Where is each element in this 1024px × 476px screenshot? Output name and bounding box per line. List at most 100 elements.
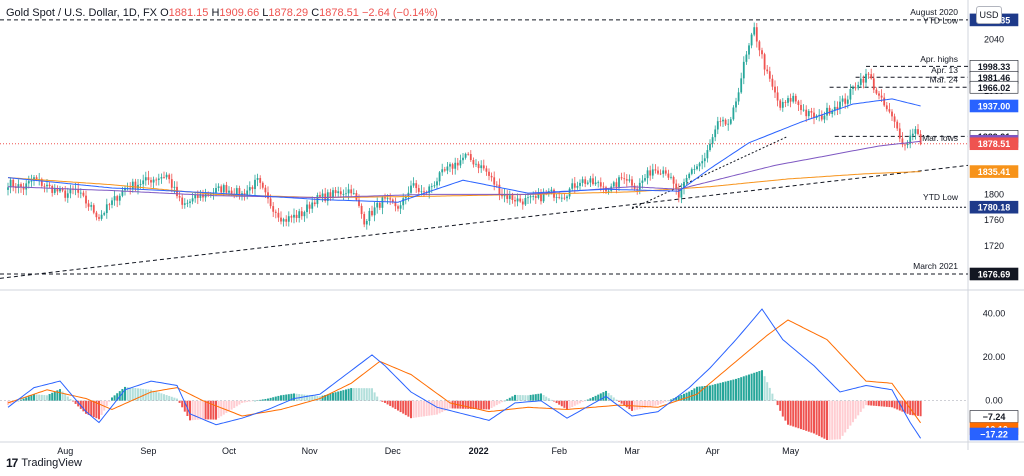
tradingview-branding[interactable]: 17 TradingView — [6, 456, 82, 470]
macd-histogram-bar — [108, 400, 111, 402]
macd-histogram-bar — [511, 396, 514, 401]
time-tick-label: Sep — [140, 446, 156, 456]
high-value: 1909.66 — [219, 7, 260, 19]
macd-histogram-bar — [542, 395, 545, 401]
macd-histogram-bar — [883, 400, 886, 407]
macd-histogram-bar — [290, 393, 293, 401]
candle — [64, 190, 67, 198]
macd-histogram-bar — [846, 400, 849, 430]
candle — [748, 45, 750, 55]
candle — [56, 188, 59, 192]
candle — [878, 93, 880, 96]
macd-histogram-bar — [397, 400, 399, 411]
macd-histogram-bar — [303, 394, 306, 401]
macd-histogram-bar — [805, 400, 808, 431]
candle — [363, 214, 366, 225]
macd-histogram-bar — [862, 400, 865, 409]
macd-histogram-bar — [25, 397, 28, 401]
price-label: 1937.00 — [978, 101, 1011, 111]
macd-histogram-bar — [72, 400, 74, 402]
macd-histogram-bar — [425, 400, 428, 416]
macd-histogram-bar — [813, 400, 815, 434]
macd-histogram-bar — [501, 400, 503, 403]
macd-histogram-bar — [857, 400, 860, 416]
candle — [472, 159, 475, 165]
candle — [732, 107, 735, 120]
macd-histogram-bar — [527, 395, 529, 401]
macd-histogram-bar — [69, 398, 72, 401]
macd-histogram-bar — [581, 400, 584, 403]
macd-histogram-bar — [428, 400, 431, 416]
macd-histogram-bar — [30, 395, 33, 401]
macd-histogram-bar — [399, 400, 402, 413]
macd-histogram-bar — [46, 395, 48, 401]
candle — [428, 186, 431, 193]
macd-histogram-bar — [568, 400, 571, 409]
candle — [688, 173, 691, 179]
candle — [261, 182, 264, 188]
macd-histogram-bar — [337, 391, 340, 401]
macd-histogram-bar — [774, 399, 776, 401]
candle — [417, 188, 420, 192]
macd-histogram-bar — [680, 394, 683, 401]
macd-histogram-bar — [636, 400, 639, 410]
candle — [527, 197, 529, 199]
macd-histogram-bar — [131, 387, 134, 401]
candle — [711, 137, 714, 144]
macd-histogram-bar — [693, 388, 696, 401]
high-label: H — [211, 7, 220, 19]
candle — [108, 204, 111, 206]
macd-histogram-bar — [891, 400, 893, 408]
candle — [685, 178, 688, 182]
candle — [59, 188, 61, 192]
candle — [69, 188, 72, 194]
candle — [420, 191, 423, 193]
macd-histogram-bar — [12, 400, 15, 403]
candle — [389, 198, 392, 200]
macd-histogram-bar — [451, 400, 454, 409]
macd-histogram-bar — [74, 400, 77, 404]
candle — [321, 193, 324, 197]
macd-histogram-bar — [199, 400, 202, 420]
macd-histogram-bar — [792, 400, 795, 427]
macd-histogram-bar — [750, 373, 753, 401]
macd-histogram-bar — [355, 388, 358, 401]
candle — [342, 193, 345, 195]
candle — [792, 95, 795, 102]
macd-histogram-bar — [87, 400, 90, 415]
candle — [111, 200, 113, 205]
candle — [560, 197, 563, 199]
candle — [92, 205, 95, 213]
candle — [482, 165, 485, 169]
currency-badge[interactable]: USD — [976, 6, 1002, 24]
candle — [100, 214, 103, 219]
time-tick-label: May — [782, 446, 800, 456]
macd-histogram-bar — [490, 400, 493, 408]
macd-histogram-bar — [906, 400, 909, 414]
macd-histogram-bar — [714, 384, 717, 401]
macd-histogram-bar — [514, 394, 516, 401]
macd-histogram-bar — [787, 400, 789, 425]
candle — [397, 206, 399, 209]
candle — [833, 106, 836, 111]
macd-histogram-bar — [378, 400, 381, 402]
candle — [7, 187, 9, 190]
candle — [742, 61, 745, 79]
macd-histogram-bar — [38, 394, 41, 401]
candle — [797, 101, 800, 105]
candle — [352, 193, 355, 194]
macd-histogram-bar — [82, 400, 85, 412]
macd-histogram-bar — [776, 400, 779, 406]
candle — [371, 210, 373, 216]
candle — [607, 190, 610, 192]
candle — [306, 204, 308, 213]
candle — [464, 153, 467, 158]
candle — [800, 104, 802, 111]
macd-histogram-bar — [872, 400, 875, 406]
macd-histogram-bar — [371, 388, 373, 401]
macd-histogram-bar — [342, 390, 345, 401]
macd-histogram-bar — [706, 385, 709, 401]
macd-histogram-bar — [264, 398, 267, 401]
open-label: O — [160, 7, 169, 19]
